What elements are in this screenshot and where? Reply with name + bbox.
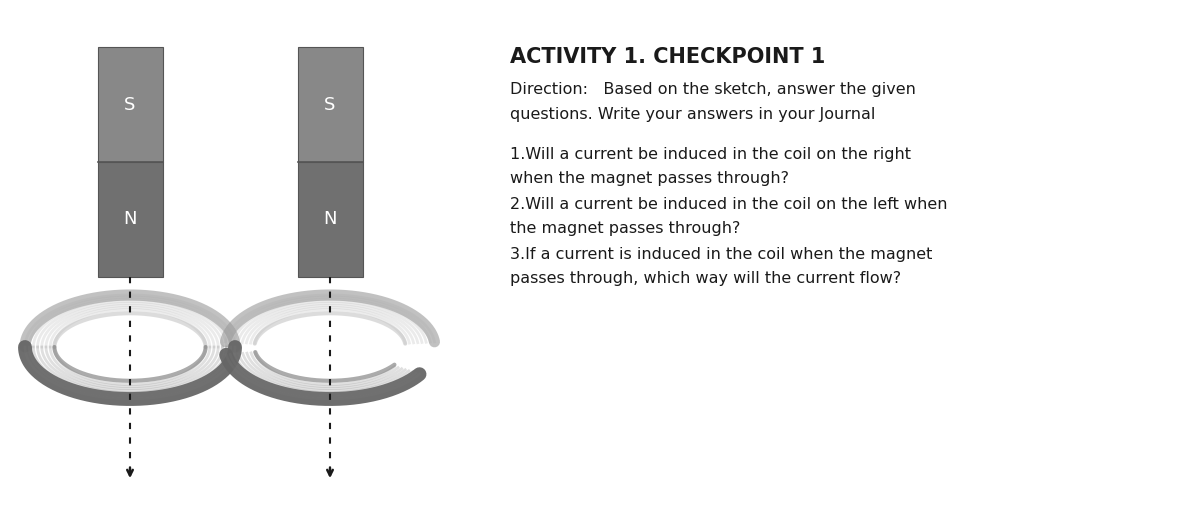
Text: S: S bbox=[324, 95, 336, 114]
Text: 1.Will a current be induced in the coil on the right: 1.Will a current be induced in the coil … bbox=[510, 147, 911, 162]
Text: N: N bbox=[124, 210, 137, 229]
Bar bbox=[97, 162, 162, 277]
Text: ACTIVITY 1. CHECKPOINT 1: ACTIVITY 1. CHECKPOINT 1 bbox=[510, 47, 826, 67]
Text: 2.Will a current be induced in the coil on the left when: 2.Will a current be induced in the coil … bbox=[510, 197, 948, 212]
Text: the magnet passes through?: the magnet passes through? bbox=[510, 221, 740, 236]
Text: when the magnet passes through?: when the magnet passes through? bbox=[510, 171, 790, 186]
Bar bbox=[298, 47, 362, 162]
Bar bbox=[97, 47, 162, 162]
Text: S: S bbox=[125, 95, 136, 114]
Bar bbox=[298, 162, 362, 277]
Text: questions. Write your answers in your Journal: questions. Write your answers in your Jo… bbox=[510, 107, 875, 122]
Text: passes through, which way will the current flow?: passes through, which way will the curre… bbox=[510, 271, 901, 286]
Text: 3.If a current is induced in the coil when the magnet: 3.If a current is induced in the coil wh… bbox=[510, 247, 932, 262]
Text: Direction:   Based on the sketch, answer the given: Direction: Based on the sketch, answer t… bbox=[510, 82, 916, 97]
Text: N: N bbox=[323, 210, 337, 229]
